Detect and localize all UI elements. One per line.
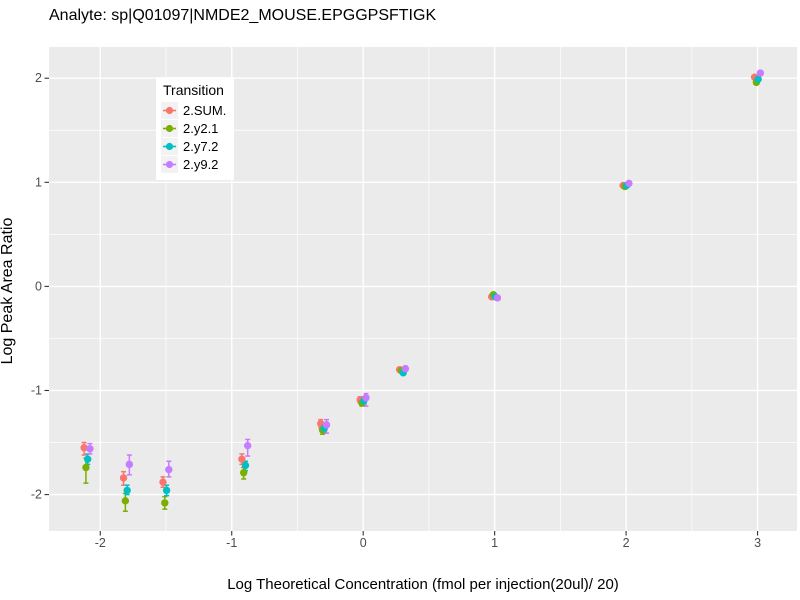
x-tick-label: 1 bbox=[491, 536, 498, 550]
data-point bbox=[165, 465, 173, 474]
legend: Transition 2.SUM. 2.y2.1 2.y7.2 2.y9.2 bbox=[156, 77, 235, 180]
pointrange-icon bbox=[163, 160, 176, 169]
data-point bbox=[625, 179, 633, 188]
data-point bbox=[125, 460, 134, 469]
data-point bbox=[241, 461, 250, 470]
data-point bbox=[401, 364, 410, 373]
legend-entry: 2.y9.2 bbox=[161, 156, 226, 173]
legend-entry: 2.SUM. bbox=[161, 102, 226, 119]
x-tick-label: 3 bbox=[754, 536, 761, 550]
x-axis-title: Log Theoretical Concentration (fmol per … bbox=[227, 576, 619, 593]
legend-entry: 2.y7.2 bbox=[161, 138, 226, 155]
data-point bbox=[243, 441, 252, 450]
y-tick-label: 0 bbox=[35, 279, 42, 293]
data-point bbox=[362, 394, 370, 402]
data-point bbox=[493, 294, 502, 302]
pointrange-icon bbox=[163, 124, 176, 133]
y-tick-label: 2 bbox=[35, 71, 42, 85]
data-point bbox=[80, 444, 88, 452]
data-point bbox=[754, 75, 762, 83]
data-point bbox=[162, 486, 171, 495]
y-axis-title: Log Peak Area Ratio bbox=[0, 217, 16, 365]
data-point bbox=[84, 455, 92, 463]
pointrange-icon bbox=[163, 106, 176, 115]
chart-title: Analyte: sp|Q01097|NMDE2_MOUSE.EPGGPSFTI… bbox=[49, 7, 437, 24]
data-point bbox=[119, 474, 128, 482]
legend-entry: 2.y2.1 bbox=[161, 120, 226, 137]
data-point bbox=[86, 445, 94, 453]
pointrange-icon bbox=[163, 142, 176, 151]
y-tick-label: 1 bbox=[35, 175, 42, 189]
x-tick-label: -1 bbox=[226, 536, 237, 550]
legend-title: Transition bbox=[163, 82, 224, 98]
legend-key bbox=[161, 120, 178, 137]
legend-label: 2.SUM. bbox=[183, 103, 227, 118]
data-point bbox=[159, 478, 167, 486]
legend-key bbox=[161, 156, 178, 173]
data-point bbox=[123, 486, 131, 495]
legend-key bbox=[161, 102, 178, 119]
y-tick-label: -1 bbox=[31, 383, 42, 397]
legend-key bbox=[161, 138, 178, 155]
x-tick-label: -2 bbox=[95, 536, 106, 550]
data-point bbox=[161, 499, 169, 507]
data-point bbox=[121, 497, 130, 505]
legend-label: 2.y7.2 bbox=[183, 139, 219, 154]
data-point bbox=[238, 455, 246, 463]
legend-label: 2.y2.1 bbox=[183, 121, 219, 136]
y-tick-label: -2 bbox=[31, 488, 42, 502]
data-point bbox=[756, 69, 765, 77]
data-point bbox=[82, 463, 90, 472]
data-point bbox=[322, 421, 331, 429]
x-tick-label: 2 bbox=[623, 536, 630, 550]
data-point bbox=[239, 469, 248, 477]
legend-label: 2.y9.2 bbox=[183, 157, 219, 172]
x-tick-label: 0 bbox=[360, 536, 367, 550]
legend-entries: 2.SUM. 2.y2.1 2.y7.2 2.y9.2 bbox=[161, 102, 226, 173]
